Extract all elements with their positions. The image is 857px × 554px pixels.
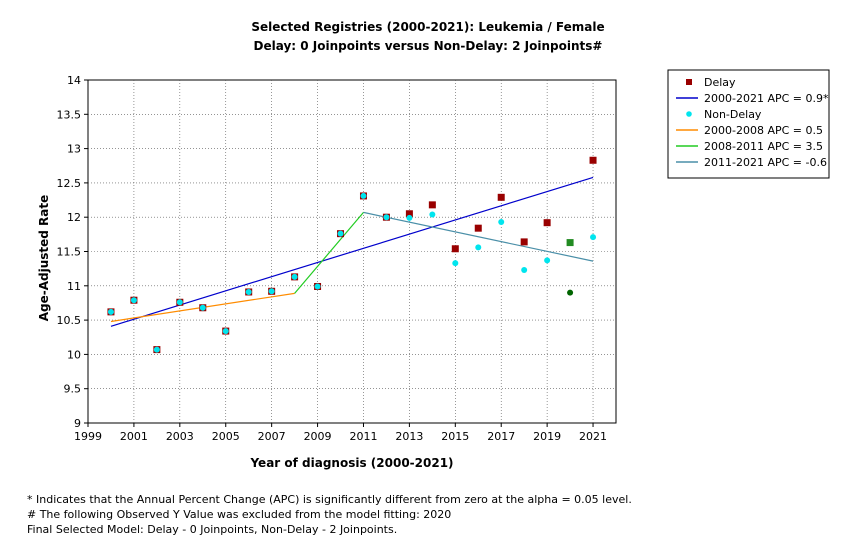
non-delay-point (337, 230, 344, 237)
x-tick-label: 2007 (258, 430, 286, 443)
footnote-apc: * Indicates that the Annual Percent Chan… (27, 493, 632, 506)
y-tick-label: 9 (74, 417, 81, 430)
non-delay-point (406, 214, 413, 221)
x-tick-label: 2019 (533, 430, 561, 443)
excluded-non-delay-point (567, 289, 574, 296)
y-tick-label: 12.5 (57, 177, 82, 190)
y-tick-label: 11 (67, 280, 81, 293)
x-tick-label: 2021 (579, 430, 607, 443)
legend-label: Non-Delay (704, 108, 762, 121)
x-axis-label: Year of diagnosis (2000-2021) (249, 456, 453, 470)
non-delay-point (245, 288, 252, 295)
excluded-delay-point (566, 239, 574, 247)
footnote-excluded: # The following Observed Y Value was exc… (27, 508, 452, 521)
x-tick-label: 2009 (304, 430, 332, 443)
y-tick-label: 10.5 (57, 314, 82, 327)
x-tick-label: 2005 (212, 430, 240, 443)
x-tick-label: 2017 (487, 430, 515, 443)
legend-label: 2011-2021 APC = -0.6 (704, 156, 827, 169)
delay-point (520, 238, 528, 246)
x-tick-label: 2013 (395, 430, 423, 443)
delay-point (474, 224, 482, 232)
non-delay-point (475, 244, 482, 251)
non-delay-point (222, 328, 229, 335)
delay-point (589, 156, 597, 164)
trend-line-5 (363, 211, 594, 262)
non-delay-point (521, 267, 528, 274)
legend-label: Delay (704, 76, 736, 89)
trend-line-4 (294, 212, 364, 294)
legend-box (667, 69, 830, 179)
legend: Delay 2000-2021 APC = 0.9* Non-Delay 2000-2… (667, 69, 830, 179)
legend-marker-non-delay (686, 111, 692, 117)
non-delay-point (429, 211, 436, 218)
data-points (107, 156, 597, 354)
non-delay-point (153, 346, 160, 353)
x-tick-label: 2015 (441, 430, 469, 443)
non-delay-point (498, 219, 505, 226)
delay-point (428, 201, 436, 209)
chart: Selected Registries (2000-2021): Leukemi… (37, 20, 830, 470)
non-delay-point (291, 273, 298, 280)
y-tick-label: 11.5 (57, 246, 82, 259)
non-delay-point (199, 304, 206, 311)
axis-ticks: 9 9.5 10 10.5 11 11.5 12 12.5 13 13.5 14 1999 2001 20… (57, 74, 608, 443)
delay-point (451, 245, 459, 253)
delay-point (543, 219, 551, 227)
x-tick-label: 2003 (166, 430, 194, 443)
footnote-final-model: Final Selected Model: Delay - 0 Joinpoin… (27, 523, 398, 536)
trend-line-1 (110, 176, 594, 327)
non-delay-point (360, 192, 367, 199)
non-delay-point (590, 234, 597, 241)
x-tick-label: 2011 (349, 430, 377, 443)
x-tick-label: 2001 (120, 430, 148, 443)
non-delay-point (268, 288, 275, 295)
non-delay-point (544, 257, 551, 264)
non-delay-point (383, 214, 390, 221)
chart-subtitle: Delay: 0 Joinpoints versus Non-Delay: 2 … (254, 39, 603, 53)
non-delay-point (314, 283, 321, 290)
non-delay-point (452, 260, 459, 267)
delay-point (497, 193, 505, 201)
x-tick-label: 1999 (74, 430, 102, 443)
y-axis-label: Age-Adjusted Rate (37, 195, 51, 322)
legend-label: 2000-2021 APC = 0.9* (704, 92, 829, 105)
y-tick-label: 10 (67, 348, 81, 361)
legend-label: 2000-2008 APC = 0.5 (704, 124, 823, 137)
legend-label: 2008-2011 APC = 3.5 (704, 140, 823, 153)
non-delay-point (130, 297, 137, 304)
legend-marker-delay (686, 79, 692, 85)
grid (88, 80, 616, 423)
chart-title: Selected Registries (2000-2021): Leukemi… (251, 20, 604, 34)
footnotes: * Indicates that the Annual Percent Chan… (27, 492, 632, 537)
y-tick-label: 9.5 (64, 383, 82, 396)
y-tick-label: 14 (67, 74, 81, 87)
non-delay-point (107, 308, 114, 315)
y-tick-label: 13.5 (57, 108, 82, 121)
y-tick-label: 12 (67, 211, 81, 224)
y-tick-label: 13 (67, 143, 81, 156)
delay-point (405, 210, 413, 218)
non-delay-point (176, 299, 183, 306)
